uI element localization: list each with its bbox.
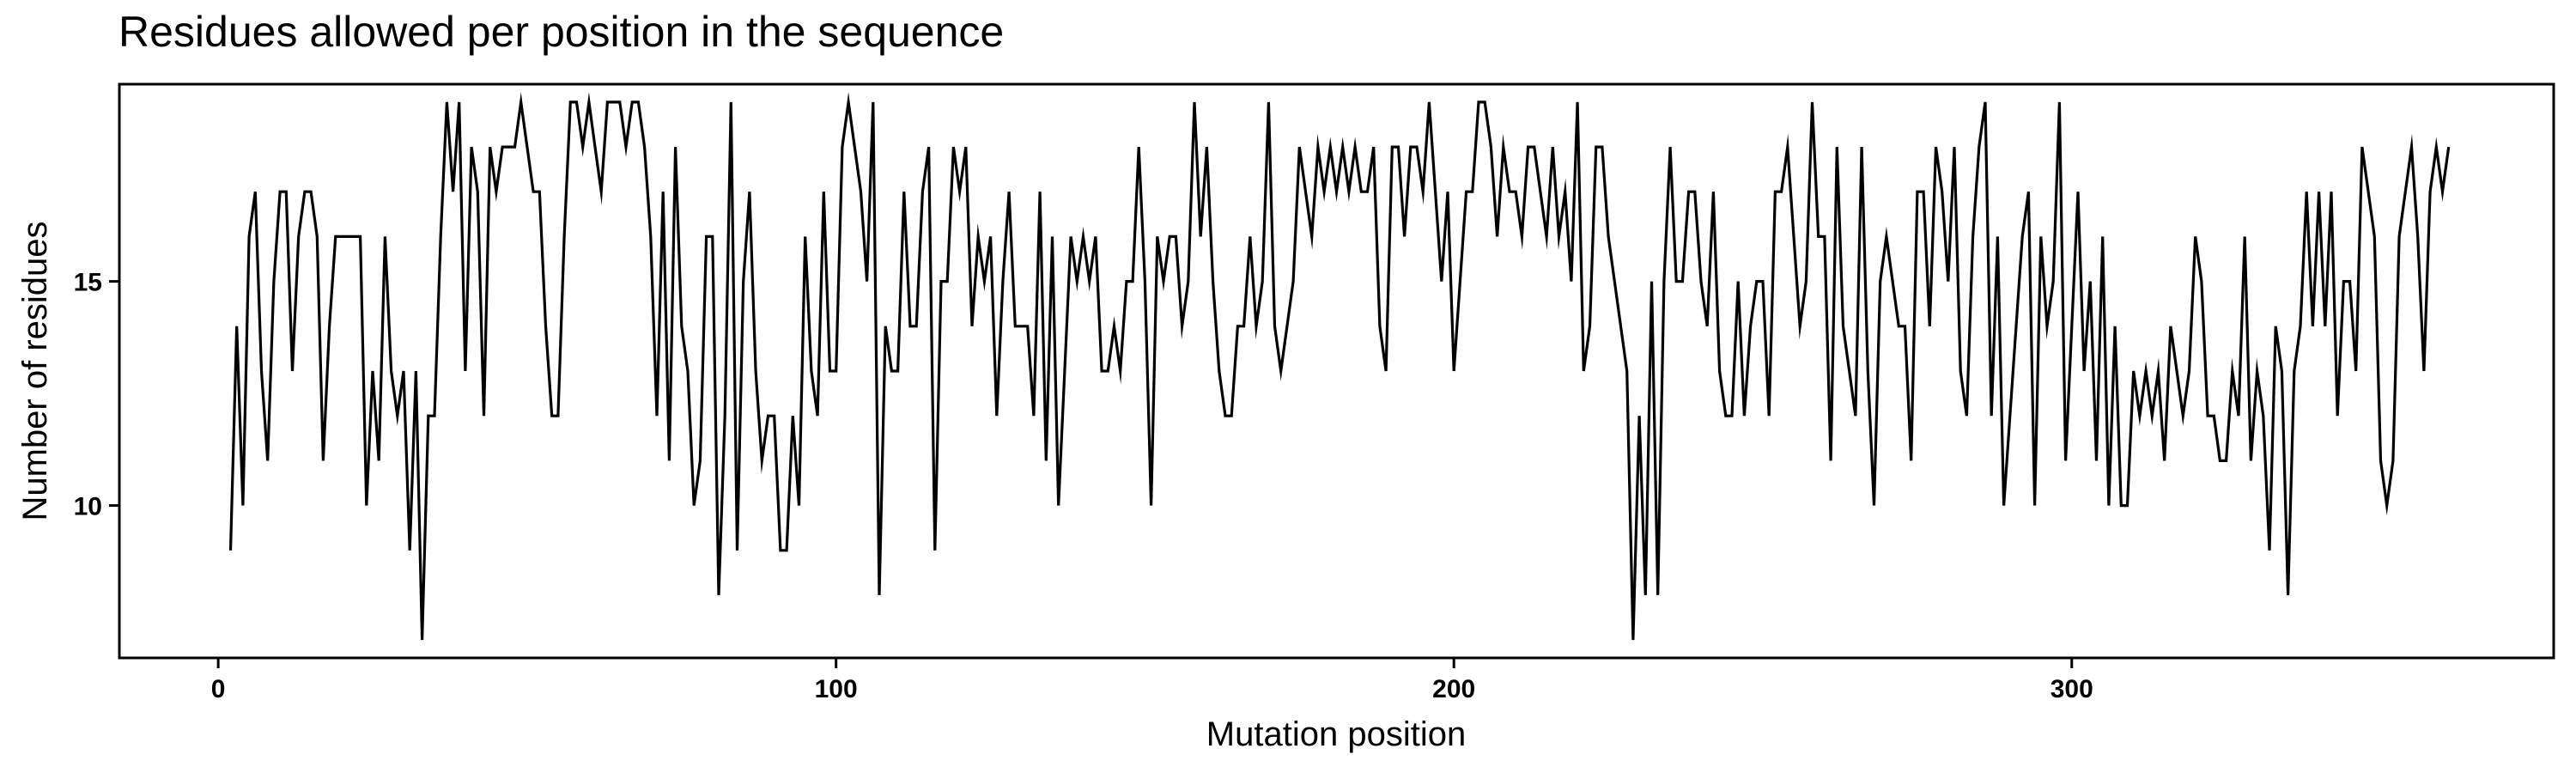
chart-title: Residues allowed per position in the seq… — [118, 8, 1005, 56]
x-axis-title: Mutation position — [1206, 715, 1466, 753]
x-axis: 0 100 200 300 — [211, 658, 2093, 703]
x-tick-label: 200 — [1432, 675, 1475, 703]
y-axis-title: Number of residues — [16, 221, 54, 520]
series-line-0 — [228, 92, 2451, 641]
x-tick-label: 0 — [211, 675, 226, 703]
x-tick-label: 100 — [815, 675, 858, 703]
x-tick-label: 300 — [2050, 675, 2093, 703]
y-axis: 10 15 — [74, 269, 119, 521]
y-tick-label: 10 — [74, 493, 102, 521]
y-tick-label: 15 — [74, 269, 102, 297]
series-layer — [228, 92, 2451, 641]
plot-panel-border — [118, 82, 2555, 660]
